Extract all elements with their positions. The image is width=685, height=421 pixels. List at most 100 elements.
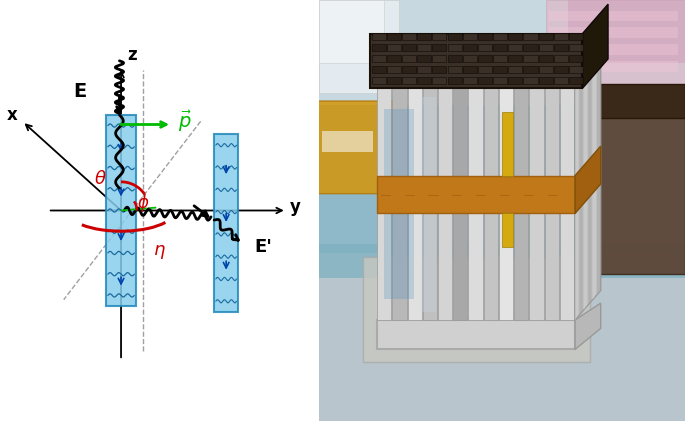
Bar (463, 33, 477, 40)
Bar (569, 77, 583, 84)
Text: $\phi$: $\phi$ (137, 192, 149, 213)
Text: E: E (73, 82, 86, 101)
Bar (508, 77, 523, 84)
Polygon shape (597, 58, 600, 295)
Bar (569, 55, 583, 62)
Polygon shape (582, 4, 608, 88)
Polygon shape (575, 146, 601, 213)
Bar (377, 176, 575, 213)
Bar (432, 77, 447, 84)
Bar (538, 66, 553, 73)
Bar (554, 44, 568, 51)
Bar (478, 33, 492, 40)
Bar (545, 88, 559, 320)
Bar (463, 44, 477, 51)
FancyBboxPatch shape (315, 101, 395, 194)
Bar (438, 88, 452, 320)
Bar (319, 253, 685, 421)
Bar (453, 88, 467, 320)
FancyBboxPatch shape (582, 84, 685, 118)
Bar (478, 77, 492, 84)
Bar (523, 66, 538, 73)
Bar (432, 55, 447, 62)
Bar (417, 33, 432, 40)
Bar (402, 44, 416, 51)
Bar (432, 44, 447, 51)
Bar (393, 88, 406, 320)
Text: x: x (7, 106, 18, 124)
Bar (523, 77, 538, 84)
Bar (499, 88, 513, 320)
Polygon shape (575, 303, 601, 349)
Bar (417, 55, 432, 62)
Bar (417, 66, 432, 73)
Bar (372, 77, 386, 84)
Polygon shape (580, 78, 583, 315)
Polygon shape (593, 63, 596, 300)
Bar (508, 33, 523, 40)
Text: y: y (290, 198, 301, 216)
Bar (322, 131, 373, 152)
Bar (372, 55, 386, 62)
Bar (423, 88, 437, 320)
Bar (372, 66, 386, 73)
Bar (319, 0, 399, 93)
Bar (530, 88, 543, 320)
Bar (554, 77, 568, 84)
Bar (370, 34, 582, 88)
Bar (463, 55, 477, 62)
Bar (387, 55, 401, 62)
Bar (560, 88, 574, 320)
Polygon shape (584, 73, 587, 310)
Bar (377, 320, 575, 349)
Bar (554, 55, 568, 62)
Bar (569, 66, 583, 73)
Bar (447, 77, 462, 84)
Bar (421, 97, 436, 312)
Bar (493, 55, 507, 62)
Bar (568, 0, 685, 63)
Bar (523, 33, 538, 40)
Bar (447, 55, 462, 62)
Bar (447, 66, 462, 73)
Bar (362, 257, 590, 362)
Bar (432, 66, 447, 73)
Bar (478, 44, 492, 51)
Bar (493, 44, 507, 51)
Bar (493, 33, 507, 40)
Bar (549, 27, 677, 38)
Bar (478, 55, 492, 62)
Bar (372, 44, 386, 51)
Polygon shape (575, 83, 578, 320)
Bar (319, 244, 685, 278)
Bar (514, 88, 528, 320)
Bar (538, 44, 553, 51)
Bar (508, 44, 523, 51)
Text: z: z (127, 46, 137, 64)
Bar (463, 77, 477, 84)
Bar (549, 44, 677, 55)
Bar (463, 66, 477, 73)
Bar (501, 213, 513, 247)
Bar (214, 134, 238, 312)
Bar (387, 77, 401, 84)
Bar (523, 44, 538, 51)
Bar (554, 33, 568, 40)
Bar (508, 55, 523, 62)
Bar (538, 33, 553, 40)
Bar (106, 115, 136, 306)
Text: $\eta$: $\eta$ (153, 243, 166, 261)
Bar (501, 112, 513, 176)
Bar (538, 77, 553, 84)
Bar (484, 88, 498, 320)
Bar (569, 33, 583, 40)
Bar (319, 0, 384, 63)
Bar (372, 33, 386, 40)
Bar (447, 44, 462, 51)
Polygon shape (588, 68, 592, 305)
Bar (493, 66, 507, 73)
Bar (493, 77, 507, 84)
Polygon shape (575, 59, 601, 320)
Bar (384, 109, 414, 299)
Bar (549, 61, 677, 72)
